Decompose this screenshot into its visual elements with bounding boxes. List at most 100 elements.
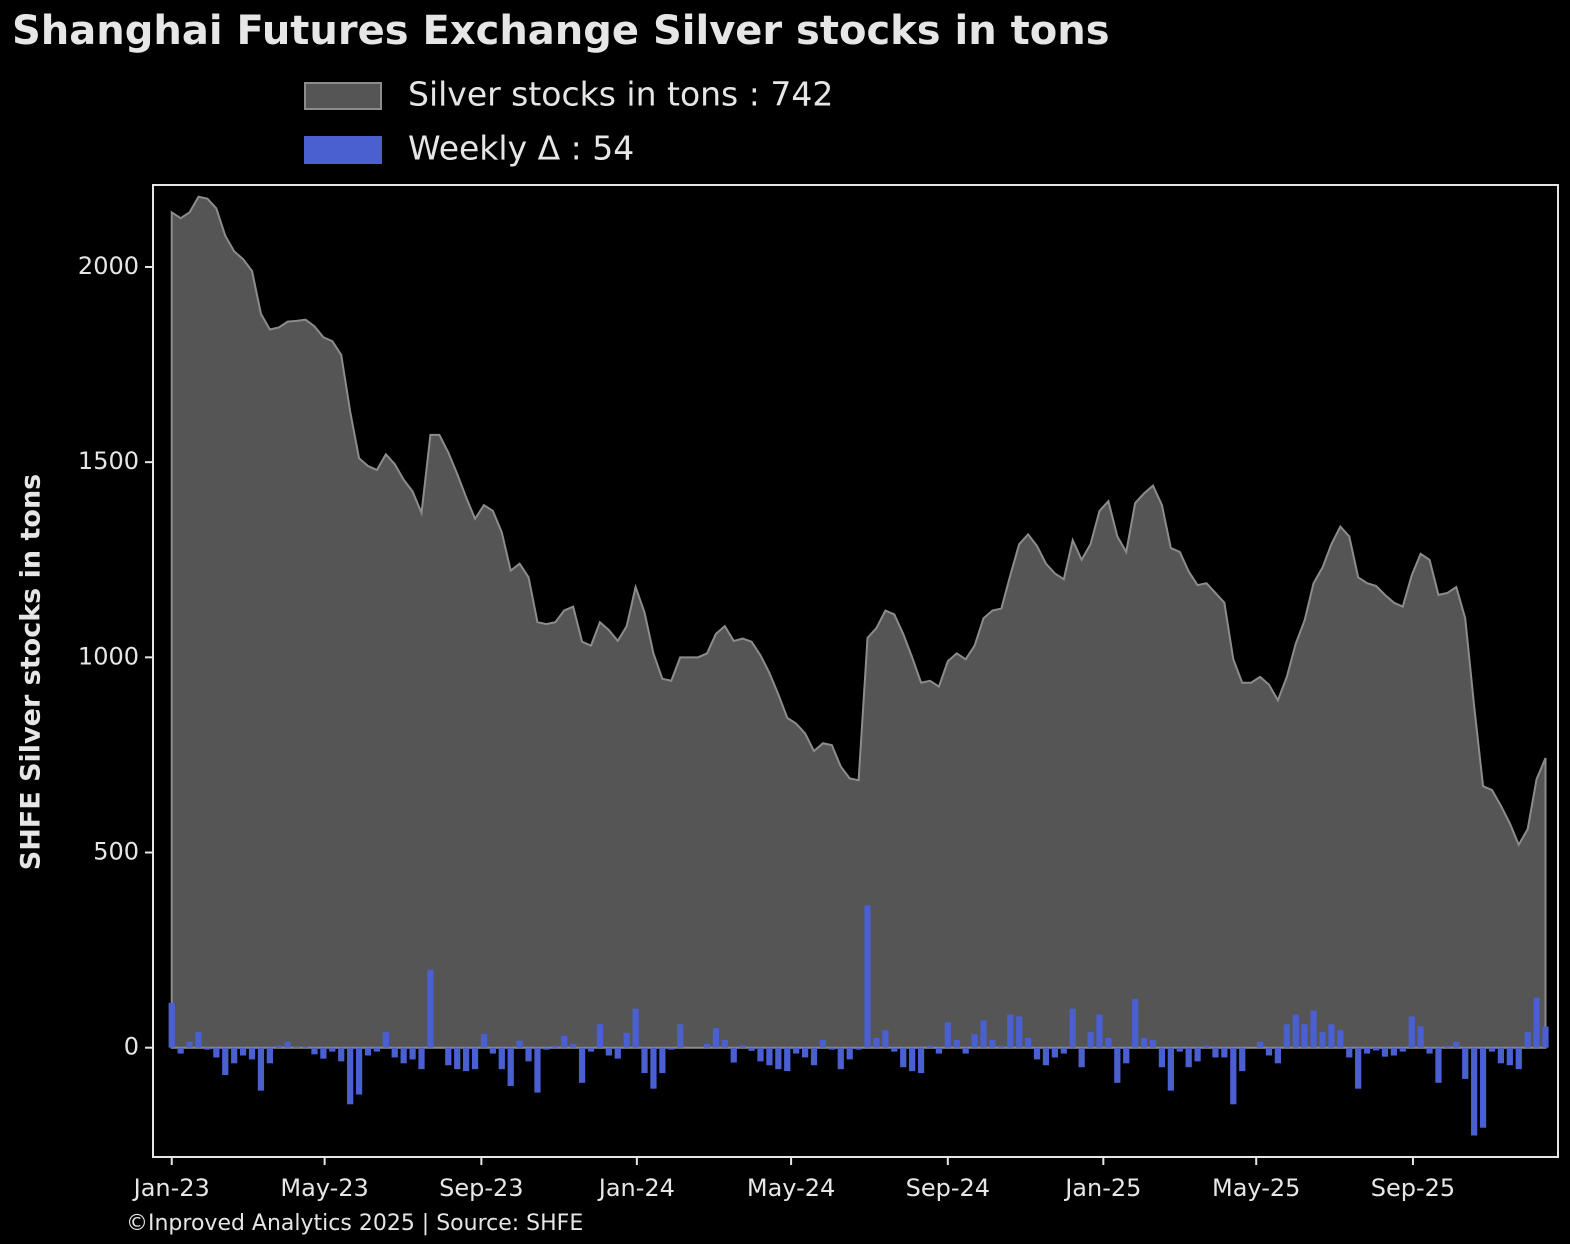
bar bbox=[1328, 1024, 1335, 1048]
bar bbox=[757, 1047, 764, 1062]
x-tick-label: Sep-23 bbox=[439, 1174, 523, 1202]
bar bbox=[668, 1047, 675, 1050]
bar bbox=[1051, 1047, 1058, 1058]
bar bbox=[1355, 1047, 1362, 1089]
bar bbox=[471, 1047, 479, 1070]
bar bbox=[1060, 1047, 1067, 1054]
bar bbox=[971, 1034, 978, 1048]
bar bbox=[1542, 1026, 1549, 1048]
legend-swatch bbox=[304, 82, 382, 110]
bar bbox=[498, 1047, 505, 1070]
bar bbox=[900, 1047, 907, 1068]
plot-frame bbox=[152, 184, 1559, 1158]
bar bbox=[1337, 1030, 1344, 1048]
bar bbox=[534, 1047, 541, 1093]
bar bbox=[1024, 1037, 1032, 1048]
x-tick-label: Jan-25 bbox=[1063, 1174, 1141, 1202]
bar bbox=[614, 1047, 621, 1059]
bar bbox=[1078, 1047, 1085, 1068]
bar bbox=[1524, 1032, 1531, 1048]
chart-title: Shanghai Futures Exchange Silver stocks … bbox=[12, 8, 1110, 54]
bar bbox=[489, 1047, 496, 1054]
bar bbox=[1123, 1047, 1130, 1064]
bar bbox=[748, 1047, 755, 1051]
bar bbox=[605, 1047, 612, 1056]
bar bbox=[177, 1047, 184, 1054]
bar bbox=[1132, 998, 1139, 1048]
bar bbox=[784, 1047, 791, 1072]
bar bbox=[1203, 1045, 1210, 1048]
bar bbox=[1533, 997, 1540, 1048]
bar bbox=[231, 1047, 238, 1064]
bar bbox=[1346, 1047, 1353, 1058]
bar bbox=[293, 1046, 300, 1048]
bar bbox=[561, 1035, 568, 1048]
bar bbox=[1479, 1047, 1487, 1128]
x-tick-label: Sep-24 bbox=[906, 1174, 990, 1202]
bar bbox=[213, 1047, 220, 1058]
bar bbox=[570, 1043, 577, 1048]
bar bbox=[409, 1047, 416, 1060]
bar bbox=[382, 1032, 389, 1048]
bar bbox=[801, 1047, 809, 1058]
bar bbox=[1185, 1047, 1192, 1068]
bar bbox=[480, 1034, 488, 1048]
bar bbox=[1105, 1037, 1112, 1048]
bar bbox=[775, 1047, 782, 1070]
bar bbox=[1256, 1041, 1264, 1048]
bar bbox=[1417, 1026, 1424, 1048]
bar bbox=[338, 1047, 345, 1062]
bar bbox=[1274, 1047, 1282, 1064]
bar bbox=[516, 1040, 523, 1048]
bar bbox=[1087, 1032, 1094, 1048]
bar bbox=[962, 1047, 969, 1054]
bar bbox=[1390, 1047, 1397, 1056]
bar bbox=[400, 1047, 407, 1064]
bar bbox=[650, 1047, 657, 1089]
y-tick-label: 2000 bbox=[78, 252, 139, 280]
y-tick-label: 500 bbox=[93, 838, 139, 866]
bar bbox=[1033, 1047, 1041, 1060]
y-axis-label: SHFE Silver stocks in tons bbox=[16, 474, 47, 871]
bar bbox=[462, 1047, 470, 1072]
bar bbox=[1506, 1047, 1513, 1066]
bar bbox=[855, 1047, 862, 1050]
bar bbox=[846, 1047, 853, 1060]
bar bbox=[1265, 1047, 1273, 1056]
y-tick-label: 1000 bbox=[78, 642, 139, 670]
x-tick-label: Jan-23 bbox=[132, 1174, 210, 1202]
bar bbox=[1372, 1047, 1380, 1051]
bar bbox=[1283, 1024, 1290, 1048]
bar bbox=[543, 1047, 550, 1050]
bar bbox=[427, 969, 434, 1048]
x-tick-label: Jan-24 bbox=[597, 1174, 675, 1202]
bar bbox=[721, 1039, 728, 1048]
bar bbox=[275, 1045, 282, 1048]
bar bbox=[632, 1008, 639, 1048]
bar bbox=[909, 1047, 916, 1072]
bar bbox=[1239, 1047, 1246, 1072]
bar bbox=[1292, 1014, 1299, 1048]
bar bbox=[739, 1045, 746, 1048]
bar bbox=[186, 1041, 193, 1048]
bar bbox=[373, 1047, 381, 1052]
x-tick-label: Sep-25 bbox=[1371, 1174, 1455, 1202]
bar bbox=[989, 1039, 996, 1048]
bar bbox=[1363, 1047, 1371, 1054]
bar bbox=[1230, 1047, 1237, 1105]
bar bbox=[1114, 1047, 1121, 1083]
bar bbox=[364, 1047, 372, 1056]
legend-swatch bbox=[304, 136, 382, 164]
x-tick-label: May-24 bbox=[747, 1174, 835, 1202]
bar bbox=[347, 1047, 354, 1105]
bar bbox=[1069, 1008, 1076, 1048]
bar bbox=[998, 1045, 1005, 1048]
bar bbox=[1444, 1045, 1451, 1048]
bar bbox=[1221, 1047, 1228, 1058]
bar bbox=[1319, 1032, 1326, 1048]
bar bbox=[284, 1041, 291, 1048]
bar bbox=[596, 1024, 604, 1048]
bar bbox=[1488, 1047, 1496, 1052]
